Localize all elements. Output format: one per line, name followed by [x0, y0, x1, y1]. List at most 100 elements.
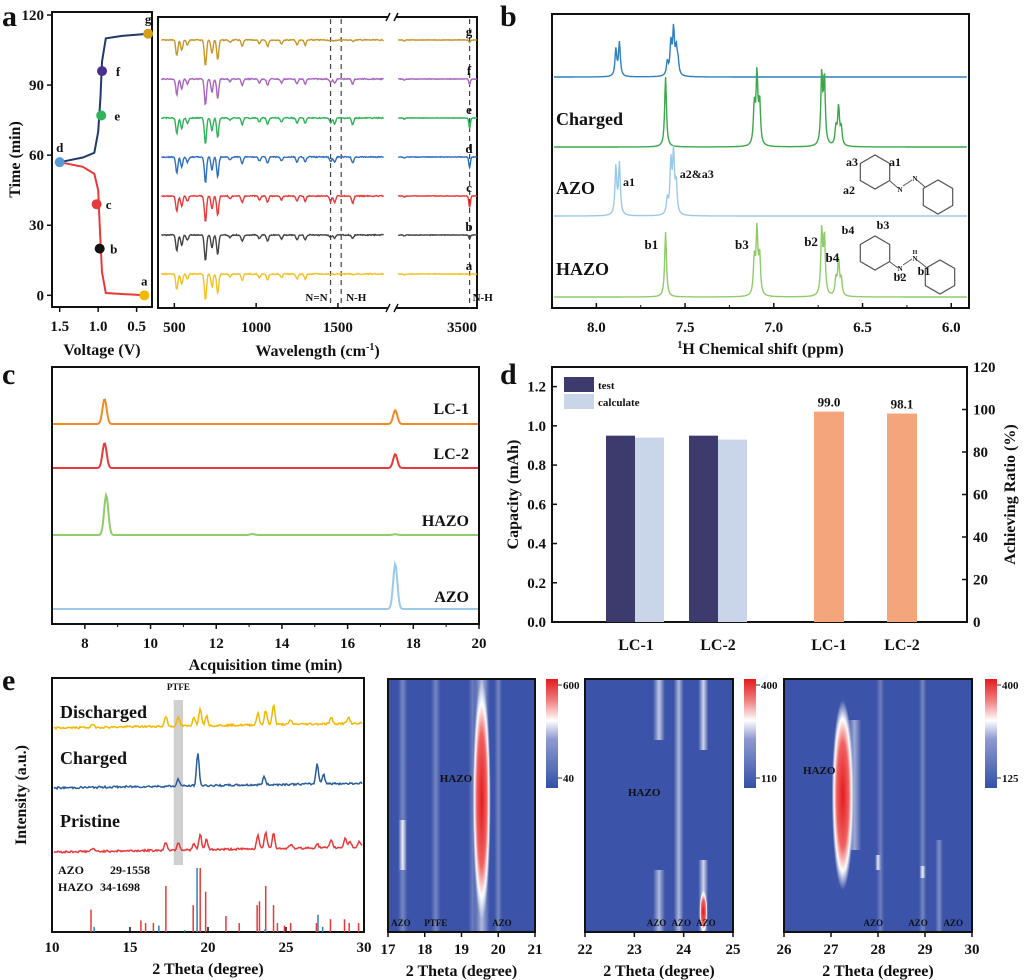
heatmap-streak: [398, 820, 407, 870]
data-label-ratio: 99.0: [818, 395, 841, 410]
x-tick-label: 14: [274, 636, 290, 652]
ptfe-band: [173, 700, 184, 865]
bar-calculate-LC-2: [718, 439, 747, 622]
bar-test-LC-2: [689, 435, 718, 622]
x-axis-label: 2 Theta (degree): [406, 963, 517, 980]
peak-label-b1: b1: [645, 237, 659, 252]
x-tick-label: 29: [918, 942, 933, 958]
panel-e-heatmap-2: 22 23 24 25 2 Theta (degree) 400 110 HAZO AZO AZO…: [578, 678, 778, 980]
heatmap-label-azo: AZO: [492, 918, 512, 928]
xrd-pattern-Discharged: [53, 703, 363, 731]
x-tick-label: 500: [163, 320, 186, 336]
x-tick-label: 3500: [447, 320, 477, 336]
series-label-c: c: [466, 180, 472, 195]
y-tick-label: 90: [29, 78, 44, 94]
bond: [889, 261, 899, 269]
panel-e-xrd-chart: 10 15 20 25 30 2 Theta (degree) Intensity (a.u…: [13, 677, 372, 978]
x-tick-label: 25: [279, 940, 294, 956]
heatmap-hotspot: [472, 680, 491, 920]
x-category-label: LC-1: [618, 637, 654, 654]
heatmap-label-hazo: HAZO: [440, 773, 473, 785]
spectrum-g-low: [161, 38, 384, 66]
marker-b: [94, 243, 105, 254]
series-label-Charged: Charged: [556, 109, 623, 129]
x-category-label: LC-2: [884, 637, 920, 654]
spectrum-d-low: [161, 155, 384, 184]
spectrum-HAZO: [554, 222, 967, 298]
heatmap-hotspot: [831, 700, 854, 890]
chromatogram-HAZO: [53, 491, 478, 536]
y-axis-label: Time (min): [7, 121, 24, 198]
structure-label-b2: b2: [894, 270, 907, 284]
spectrum-e-high: [398, 116, 478, 129]
marker-c: [91, 199, 102, 210]
axis-break-mark: [385, 12, 391, 22]
y-tick-label: 120: [22, 8, 45, 24]
atom-n: N: [912, 175, 917, 183]
series-label-AZO: AZO: [556, 178, 595, 198]
structure-label-a1: a1: [889, 155, 901, 169]
x-tick-label: 25: [726, 942, 741, 958]
x-tick-label: 1500: [323, 320, 353, 336]
panel-e-heatmap-3: 26 27 28 29 30 2 Theta (degree) 400 125 HAZO AZO A…: [777, 678, 1019, 980]
plot-frame: [551, 13, 970, 309]
reference-code-AZO: 29-1558: [110, 863, 150, 877]
heatmap-streak: [653, 870, 665, 932]
x-tick-label: 20: [201, 940, 216, 956]
x-tick-label: 20: [491, 942, 506, 958]
series-label-Charged: Charged: [60, 748, 127, 768]
spectrum-AZO: [554, 145, 967, 217]
x-tick-label: 19: [454, 942, 469, 958]
structure-label-a3: a3: [846, 155, 858, 169]
y-axis-label: Intensity (a.u.): [13, 745, 30, 845]
x-tick-label: 1000: [241, 320, 271, 336]
series-label-AZO: AZO: [434, 589, 469, 606]
heatmap-label-azo: AZO: [671, 918, 691, 928]
x-tick-label: 8: [81, 636, 89, 652]
axis-break-mark: [393, 12, 399, 22]
chromatogram-LC-2: [53, 442, 478, 469]
panel-a-voltage-time-chart: 1.5 1.0 0.5 0 30 60 90 120 Voltage (V) Time (min)…: [7, 8, 154, 359]
colorbar: [985, 679, 997, 788]
x-tick-label: 21: [528, 942, 543, 958]
panel-a-ftir-chart: 500 1000 1500 3500 Wavelength (cm-1) N=N N-H N-…: [157, 12, 494, 360]
marker-label-e: e: [114, 108, 120, 123]
x-tick-label: 24: [676, 942, 692, 958]
colorbar-max-label: 600: [563, 680, 580, 692]
x-tick-label: 10: [143, 636, 158, 652]
bond: [902, 258, 913, 266]
heatmap-streak: [875, 855, 881, 870]
x-tick-label: 30: [357, 940, 372, 956]
colorbar-min-label: 125: [1002, 773, 1019, 785]
chromatogram-AZO: [53, 560, 478, 610]
annotation-label: N-H: [346, 292, 367, 304]
colorbar-max-label: 400: [1002, 680, 1019, 692]
annotation-label: N-H: [473, 292, 494, 304]
benzene-ring-icon: [924, 259, 956, 295]
marker-label-g: g: [145, 12, 152, 27]
y-axis-label: Capacity (mAh): [505, 440, 522, 550]
atom-n: N: [912, 255, 917, 263]
spectrum-g-high: [398, 38, 477, 44]
x-tick-label: 30: [965, 942, 980, 958]
spectrum-b-low: [161, 233, 384, 261]
panel-label-b: b: [500, 0, 517, 33]
series-label-HAZO: HAZO: [556, 259, 609, 279]
structure-label-b4: b4: [842, 223, 855, 237]
panel-d-capacity-bar-chart: 0.0 0.2 0.4 0.6 0.8 1.0 1.2 0 20 40 60 80 100 120 Capa…: [505, 360, 1019, 654]
y-tick-label: 30: [29, 218, 44, 234]
xrd-pattern-Pristine: [53, 830, 363, 854]
series-label-g: g: [466, 24, 473, 39]
series-label-a: a: [466, 258, 473, 273]
x-tick-label: 23: [627, 942, 642, 958]
heatmap-streak: [468, 680, 477, 932]
x-category-label: LC-2: [700, 637, 736, 654]
heatmap-streak: [494, 680, 503, 932]
x-tick-label: 7.0: [764, 320, 783, 336]
y-right-tick-label: 0: [973, 615, 981, 631]
panel-e-heatmap-1: 17 18 19 20 21 2 Theta (degree) 600 40 HAZO AZO PT…: [381, 678, 580, 980]
x-tick-label: 12: [209, 636, 224, 652]
x-tick-label: 15: [123, 940, 138, 956]
heatmap-streak: [876, 680, 885, 932]
bar-ratio-LC-1: [814, 411, 844, 622]
